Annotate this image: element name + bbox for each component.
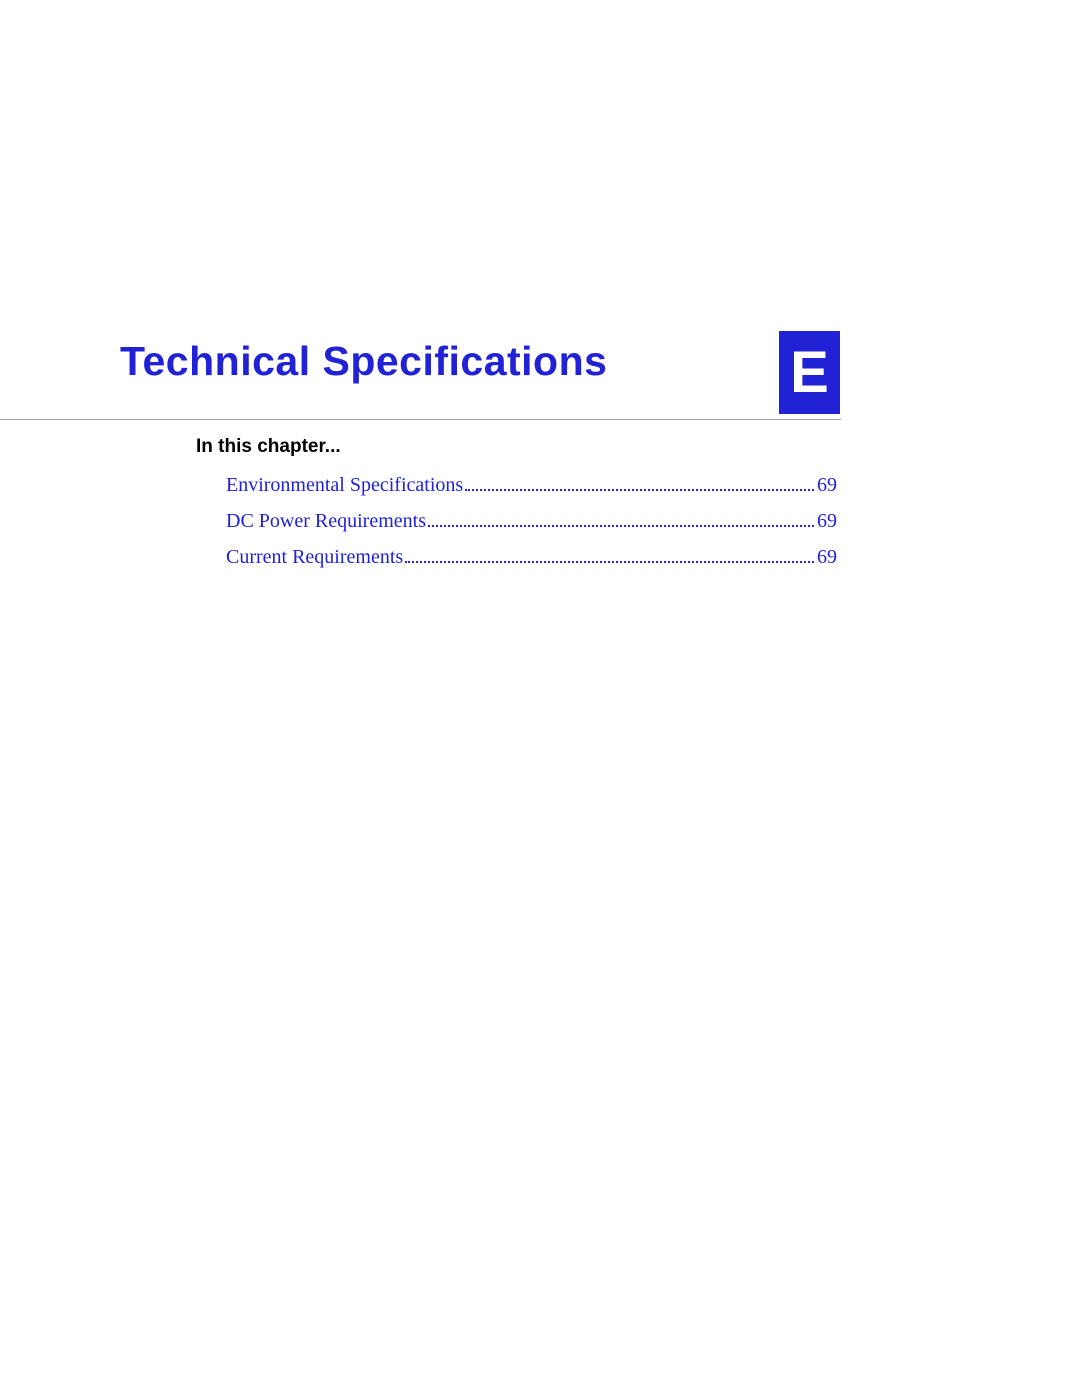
toc-entry[interactable]: Environmental Specifications 69 <box>226 470 837 500</box>
chapter-letter: E <box>790 344 829 402</box>
toc-entry-label: Environmental Specifications <box>226 470 463 500</box>
toc-entry-label: DC Power Requirements <box>226 506 426 536</box>
toc-dots <box>405 561 814 563</box>
chapter-badge: E <box>779 331 840 414</box>
toc-entry-label: Current Requirements <box>226 542 403 572</box>
divider-line <box>0 419 841 420</box>
toc-entry[interactable]: Current Requirements 69 <box>226 542 837 572</box>
toc-entry-page: 69 <box>817 470 837 500</box>
toc-section: In this chapter... Environmental Specifi… <box>196 436 837 578</box>
toc-entry-page: 69 <box>817 542 837 572</box>
toc-list: Environmental Specifications 69 DC Power… <box>196 470 837 572</box>
chapter-title: Technical Specifications <box>120 338 607 385</box>
toc-dots <box>428 525 814 527</box>
page-container: Technical Specifications E In this chapt… <box>0 0 1080 1397</box>
title-row: Technical Specifications <box>0 338 1080 385</box>
toc-dots <box>465 489 814 491</box>
toc-entry[interactable]: DC Power Requirements 69 <box>226 506 837 536</box>
toc-header: In this chapter... <box>196 436 837 458</box>
toc-entry-page: 69 <box>817 506 837 536</box>
